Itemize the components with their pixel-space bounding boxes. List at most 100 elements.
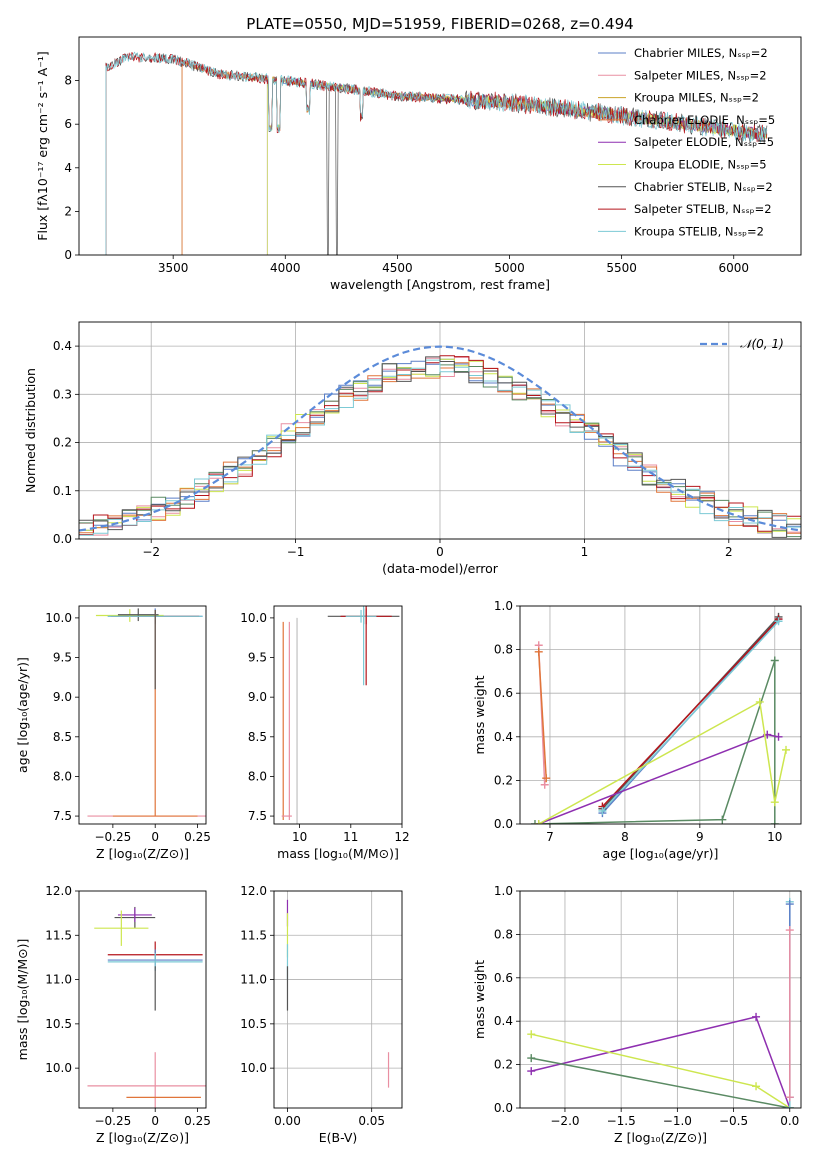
residual-hist-7: [79, 356, 801, 538]
age-vs-mass-xtick-label-2: 12: [394, 830, 409, 844]
mass-vs-extinction-plot-area: [286, 899, 390, 1088]
weight-vs-metallicity-xtick-label-1: −1.5: [607, 1114, 636, 1128]
mass-vs-extinction-ytick-label-0: 10.0: [240, 1061, 267, 1075]
age-vs-mass-xlabel: mass [log₁₀(M/M⊙)]: [277, 846, 399, 861]
spectrum-legend-label-0: Chabrier MILES, Nₛₛₚ=2: [634, 46, 768, 60]
weight-vs-metallicity-line-0: [531, 1016, 791, 1108]
weight-vs-metallicity-xtick-label-4: 0.0: [780, 1114, 799, 1128]
weight-vs-age-xtick-label-3: 10: [767, 830, 782, 844]
age-vs-metallicity-ytick-label-2: 8.5: [53, 730, 72, 744]
weight-vs-metallicity-plot-area: [527, 897, 794, 1108]
age-vs-mass-ytick-label-3: 9.0: [248, 690, 267, 704]
residual-histogram-ytick-label-2: 0.2: [53, 436, 72, 450]
age-vs-metallicity-xtick-label-2: 0.25: [184, 830, 211, 844]
weight-vs-metallicity-marker-4-1: [785, 900, 794, 909]
spectrum-ytick-label-3: 6: [64, 117, 72, 131]
residual-histogram-xtick-label-4: 2: [725, 545, 733, 559]
mass-vs-metallicity-xlabel: Z [log₁₀(Z/Z⊙)]: [96, 1130, 189, 1145]
weight-vs-metallicity-ytick-label-5: 1.0: [494, 884, 513, 898]
mass-vs-metallicity-ytick-label-0: 10.0: [45, 1061, 72, 1075]
weight-vs-age-marker-3-1: [774, 617, 783, 626]
weight-vs-metallicity-marker-5-0: [785, 1093, 794, 1102]
residual-histogram-ytick-label-3: 0.3: [53, 387, 72, 401]
mass-vs-metallicity-ytick-label-3: 11.5: [45, 928, 72, 942]
mass-vs-extinction-frame: [273, 890, 403, 1109]
residual-histogram-ytick-label-1: 0.1: [53, 484, 72, 498]
age-vs-metallicity-xtick-label-1: 0: [151, 830, 159, 844]
weight-vs-age-ytick-label-1: 0.2: [494, 773, 513, 787]
weight-vs-age-marker-4-2: [770, 656, 779, 665]
spectrum-xtick-label-5: 6000: [718, 261, 749, 275]
spectrum-ytick-label-0: 0: [64, 248, 72, 262]
weight-vs-age-line-2: [601, 618, 780, 808]
residual-histogram-xlabel: (data-model)/error: [382, 561, 499, 576]
weight-vs-age-marker-3-0: [598, 806, 607, 815]
mass-vs-extinction-xtick-label-0: 0.00: [274, 1114, 301, 1128]
weight-vs-age-marker-4-3: [770, 820, 779, 824]
spectrum-legend-label-2: Kroupa MILES, Nₛₛₚ=2: [634, 91, 759, 105]
mass-vs-extinction-ytick-label-2: 11.0: [240, 973, 267, 987]
weight-vs-age-line-8: [537, 651, 547, 779]
weight-vs-age-xtick-label-1: 8: [621, 830, 629, 844]
mass-vs-metallicity-axes: −0.25 0 0.25 10.0 10.5 11.0 11.5 12.0 Z [log₁₀(Z…: [15, 884, 211, 1145]
spectrum-legend-label-5: Kroupa ELODIE, Nₛₛₚ=5: [634, 158, 767, 172]
spectrum-ytick-label-4: 8: [64, 74, 72, 88]
weight-vs-metallicity-xtick-label-3: −0.5: [719, 1114, 748, 1128]
weight-vs-age-ytick-label-4: 0.8: [494, 643, 513, 657]
normal-legend-label: 𝒩(0, 1): [740, 337, 784, 351]
residual-histogram-ytick-label-4: 0.4: [53, 339, 72, 353]
spectrum-legend-label-4: Salpeter ELODIE, Nₛₛₚ=5: [634, 135, 774, 149]
residual-histogram-frame: [78, 321, 802, 540]
weight-vs-age-line-3: [601, 620, 780, 812]
weight-vs-age-plot-area: [530, 612, 791, 824]
mass-vs-extinction-ytick-label-1: 10.5: [240, 1017, 267, 1031]
spectrum-xtick-label-0: 3500: [158, 261, 189, 275]
weight-vs-age-ytick-label-0: 0.0: [494, 817, 513, 831]
mass-vs-metallicity-ytick-label-2: 11.0: [45, 973, 72, 987]
spectrum-series-8: [105, 51, 768, 255]
spectrum-legend-label-3: Chabrier ELODIE, Nₛₛₚ=5: [634, 113, 775, 127]
weight-vs-metallicity-frame: [519, 890, 802, 1109]
weight-vs-metallicity-ylabel: mass weight: [472, 960, 487, 1039]
weight-vs-age-marker-5-2: [774, 732, 783, 741]
weight-vs-age-marker-4-0: [530, 820, 539, 824]
normal-curve: [79, 345, 801, 532]
residual-hist-6: [79, 359, 801, 536]
weight-vs-metallicity-ytick-label-2: 0.4: [494, 1014, 513, 1028]
weight-vs-age-xtick-label-0: 7: [546, 830, 554, 844]
weight-vs-age-marker-6-1: [755, 697, 764, 706]
mass-vs-metallicity-ytick-label-1: 10.5: [45, 1017, 72, 1031]
residual-histogram-xtick-label-2: 0: [436, 545, 444, 559]
mass-vs-extinction-xlabel: E(B-V): [319, 1130, 358, 1145]
mass-vs-metallicity-xtick-label-0: −0.25: [94, 1114, 131, 1128]
weight-vs-age-line-6: [538, 700, 787, 824]
spectrum-legend-label-1: Salpeter MILES, Nₛₛₚ=2: [634, 68, 767, 82]
weight-vs-metallicity-marker-3-0: [785, 1104, 794, 1108]
weight-vs-age-marker-6-3: [782, 745, 791, 754]
spectrum-legend-label-6: Chabrier STELIB, Nₛₛₚ=2: [634, 180, 773, 194]
spectrum-legend-label-7: Salpeter STELIB, Nₛₛₚ=2: [634, 202, 772, 216]
weight-vs-metallicity-marker-5-1: [785, 926, 794, 935]
spectrum-ylabel: Flux [fλ10⁻¹⁷ erg cm⁻² s⁻¹ A⁻¹]: [35, 51, 50, 240]
age-vs-metallicity-ylabel: age [log₁₀(age/yr)]: [15, 657, 30, 773]
residual-histogram-plot-area: [79, 345, 801, 538]
age-vs-mass-ytick-label-4: 9.5: [248, 651, 267, 665]
weight-vs-metallicity-marker-2-0: [527, 1054, 536, 1063]
age-vs-metallicity-frame: [78, 605, 207, 825]
weight-vs-metallicity-xlabel: Z [log₁₀(Z/Z⊙)]: [614, 1130, 707, 1145]
weight-vs-age-marker-8-0: [534, 647, 543, 656]
weight-vs-metallicity-axes: −2.0 −1.5 −1.0 −0.5 0.0 0.0 0.2 0.4 0.6 0.8 1.0 Z […: [472, 884, 802, 1145]
age-vs-mass-ytick-label-2: 8.5: [248, 730, 267, 744]
weight-vs-age-marker-8-1: [542, 774, 551, 783]
residual-histogram-xtick-label-0: −2: [142, 545, 160, 559]
age-vs-metallicity-ytick-label-0: 7.5: [53, 809, 72, 823]
residual-histogram-axes: −2 −1 0 1 2 0.0 0.1 0.2 0.3 0.4 (data-model)/error…: [23, 321, 802, 576]
age-vs-mass-plot-area: [281, 606, 400, 824]
spectrum-series-7: [105, 51, 768, 255]
spectrum-xtick-label-2: 4500: [382, 261, 413, 275]
weight-vs-age-marker-4-1: [718, 815, 727, 824]
spectrum-legend-label-8: Kroupa STELIB, Nₛₛₚ=2: [634, 224, 764, 238]
mass-vs-metallicity-xtick-label-2: 0.25: [184, 1114, 211, 1128]
weight-vs-metallicity-marker-1-1: [752, 1082, 761, 1091]
residual-histogram-ytick-label-0: 0.0: [53, 532, 72, 546]
